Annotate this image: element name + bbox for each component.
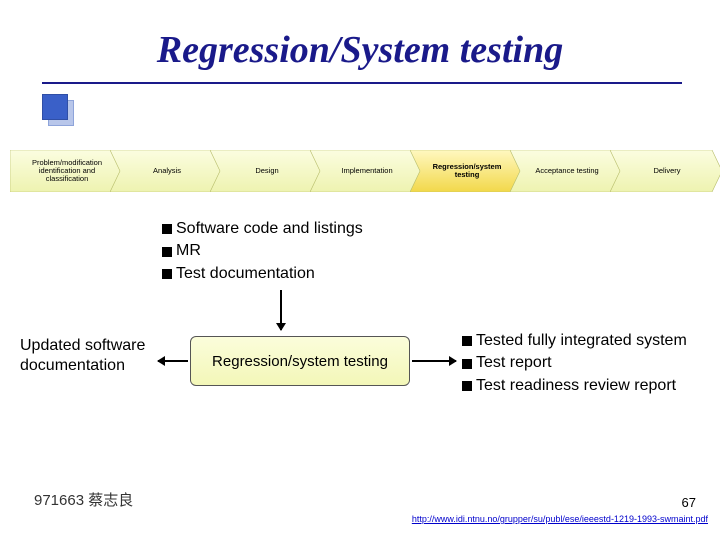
flow-step-label: Design [210,150,320,192]
flow-step: Regression/system testing [410,150,520,192]
inputs-list: Software code and listingsMRTest documen… [162,218,363,285]
bullet-icon [162,224,172,234]
output-item-label: Test readiness review report [476,375,676,397]
flow-step-label: Analysis [110,150,220,192]
output-item: Test report [462,352,720,374]
input-item: Test documentation [162,263,363,285]
input-item-label: MR [176,240,201,262]
flow-step-label: Acceptance testing [510,150,620,192]
arrow-left [158,360,188,362]
flow-step: Acceptance testing [510,150,620,192]
input-item: Software code and listings [162,218,363,240]
output-item-label: Test report [476,352,552,374]
footer-author: 971663 蔡志良 [34,489,133,510]
left-output-label: Updated software documentation [20,336,160,376]
flow-step-label: Regression/system testing [410,150,520,192]
input-item-label: Test documentation [176,263,315,285]
bullet-icon [162,269,172,279]
flow-step-label: Delivery [610,150,720,192]
flow-step: Problem/modification identification and … [10,150,120,192]
flow-step: Implementation [310,150,420,192]
slide-number: 67 [682,495,696,510]
bullet-icon [462,336,472,346]
bullet-icon [162,247,172,257]
input-item-label: Software code and listings [176,218,363,240]
page-title: Regression/System testing [157,28,563,72]
center-process-box: Regression/system testing [190,336,410,386]
flow-step-label: Problem/modification identification and … [10,150,120,192]
outputs-list: Tested fully integrated systemTest repor… [462,330,720,397]
output-item-label: Tested fully integrated system [476,330,687,352]
input-item: MR [162,240,363,262]
footer-link[interactable]: http://www.idi.ntnu.no/grupper/su/publ/e… [412,514,708,524]
bullet-icon [462,359,472,369]
arrow-right [412,360,456,362]
flow-step-label: Implementation [310,150,420,192]
title-accent-front [42,94,68,120]
flow-step: Analysis [110,150,220,192]
bullet-icon [462,381,472,391]
output-item: Test readiness review report [462,375,720,397]
process-flow: Problem/modification identification and … [10,150,720,192]
title-underline [42,82,682,84]
output-item: Tested fully integrated system [462,330,720,352]
arrow-down [280,290,282,330]
flow-step: Design [210,150,320,192]
flow-step: Delivery [610,150,720,192]
